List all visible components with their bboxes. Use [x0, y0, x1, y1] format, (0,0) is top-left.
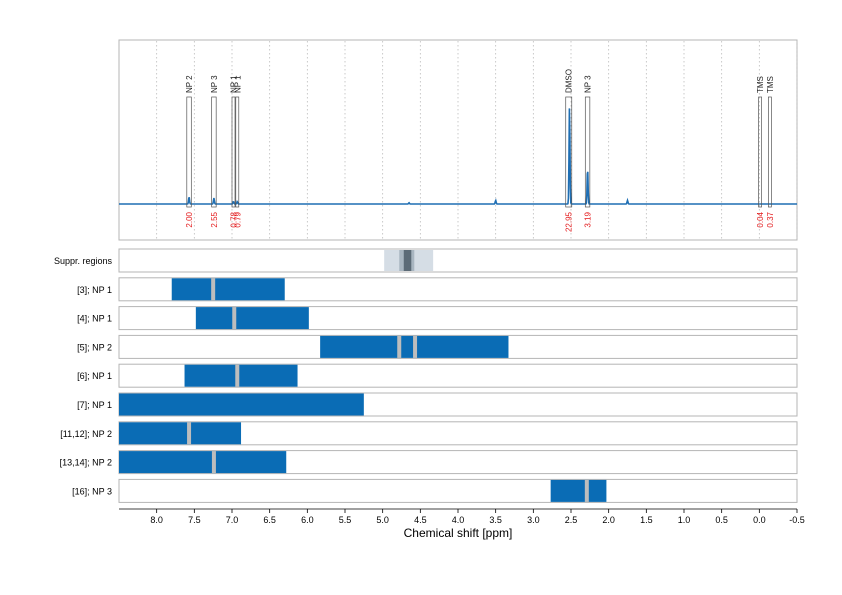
- integration-box: [235, 96, 240, 208]
- x-tick-label: 3.5: [489, 515, 502, 525]
- peak-label: NP 3: [584, 75, 593, 93]
- region-divider: [211, 451, 216, 474]
- row-label: [11,12]; NP 2: [60, 429, 112, 439]
- peak-label: TMS: [766, 76, 775, 93]
- x-axis-label: Chemical shift [ppm]: [404, 526, 513, 540]
- x-tick-label: 5.0: [376, 515, 389, 525]
- integration-box: [186, 96, 192, 208]
- region-bar: [119, 422, 242, 445]
- row-frame: [118, 478, 798, 503]
- row-label: [3]; NP 1: [77, 285, 112, 295]
- peak-label: NP 1: [230, 75, 239, 93]
- integral-value: 0.04: [756, 211, 765, 227]
- integration-box: [584, 96, 591, 208]
- integration-box: [231, 96, 236, 208]
- row-label: [5]; NP 2: [77, 342, 112, 352]
- integral-value: 0.79: [233, 211, 242, 227]
- x-tick-label: 0.5: [715, 515, 728, 525]
- integration-box: [211, 96, 217, 208]
- suppression-inner-band: [403, 250, 412, 271]
- peak-label: NP 1: [233, 75, 242, 93]
- region-divider: [413, 335, 418, 358]
- row-label: [4]; NP 1: [77, 314, 112, 324]
- region-divider: [187, 422, 192, 445]
- peak-label: DMSO: [565, 69, 574, 93]
- region-divider: [397, 335, 402, 358]
- region-divider: [211, 278, 216, 301]
- x-tick-label: 1.5: [640, 515, 653, 525]
- integral-value: 2.00: [185, 211, 194, 227]
- row-label: [13,14]; NP 2: [60, 458, 112, 468]
- region-divider: [584, 479, 589, 502]
- integral-value: 2.55: [210, 211, 219, 227]
- region-bar: [119, 393, 364, 416]
- row-label: [16]; NP 3: [72, 486, 112, 496]
- peak-label: NP 3: [210, 75, 219, 93]
- x-tick-label: 7.5: [188, 515, 201, 525]
- integral-value: 0.78: [230, 211, 239, 227]
- region-bar: [550, 479, 607, 502]
- peak-label: TMS: [756, 76, 765, 93]
- integral-value: 0.37: [766, 211, 775, 227]
- region-bar: [171, 278, 285, 301]
- region-divider: [232, 307, 237, 330]
- integral-value: 3.19: [584, 211, 593, 227]
- row-label: Suppr. regions: [54, 256, 113, 266]
- peak-label: NP 2: [185, 75, 194, 93]
- integration-box: [758, 96, 762, 208]
- integral-value: 22.95: [565, 211, 574, 232]
- row-label: [7]; NP 1: [77, 400, 112, 410]
- x-tick-label: 0.0: [753, 515, 766, 525]
- x-axis: 8.0 7.5 7.0 6.5 6.0 5.5 5.0 4.5 4.0 3.5 3.0 2.5 2.0 1…: [119, 508, 805, 525]
- x-tick-label: 7.0: [226, 515, 239, 525]
- x-tick-label: 5.5: [339, 515, 352, 525]
- region-bar: [184, 364, 298, 387]
- region-divider: [235, 364, 240, 387]
- x-tick-label: -0.5: [789, 515, 805, 525]
- region-rows-panel: Suppr. regions [3]; NP 1 [4]; NP 1 [5]; NP …: [54, 248, 798, 503]
- integration-box: [565, 96, 573, 208]
- x-tick-label: 3.0: [527, 515, 540, 525]
- x-tick-label: 6.5: [263, 515, 276, 525]
- x-tick-label: 6.0: [301, 515, 314, 525]
- row-frame: [118, 277, 798, 302]
- x-tick-label: 8.0: [150, 515, 163, 525]
- integration-box: [768, 96, 772, 208]
- region-bar: [119, 451, 287, 474]
- x-tick-label: 4.5: [414, 515, 427, 525]
- region-bar: [195, 307, 309, 330]
- x-tick-label: 4.0: [452, 515, 465, 525]
- x-tick-label: 2.0: [602, 515, 615, 525]
- x-tick-label: 1.0: [678, 515, 691, 525]
- x-tick-label: 2.5: [565, 515, 578, 525]
- suppression-row-frame: [118, 248, 798, 273]
- row-label: [6]; NP 1: [77, 371, 112, 381]
